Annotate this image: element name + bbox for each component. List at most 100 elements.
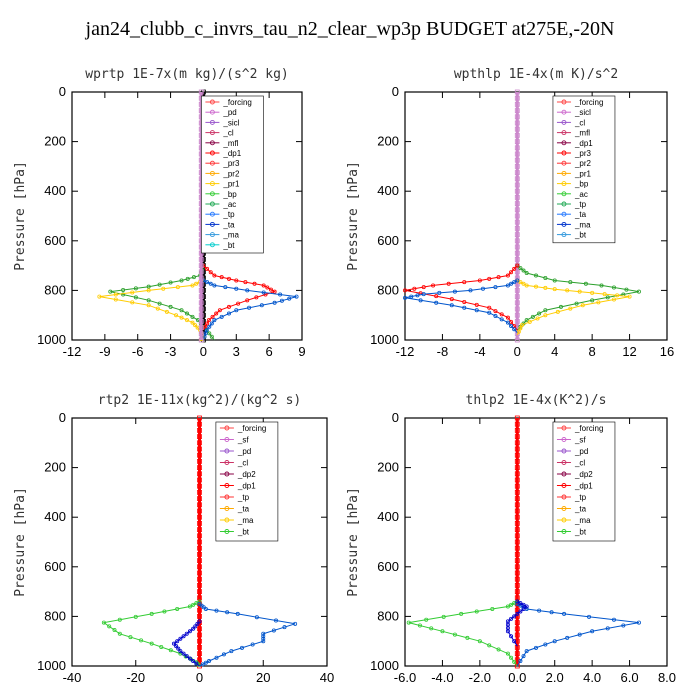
legend-marker: [561, 494, 567, 500]
data-point: [198, 89, 204, 95]
data-point: [113, 297, 118, 302]
data-point: [179, 315, 184, 320]
data-point: [505, 273, 510, 278]
data-point: [133, 286, 138, 291]
data-point: [203, 324, 208, 329]
data-point: [197, 599, 202, 604]
data-point: [514, 663, 520, 669]
data-point: [512, 327, 517, 332]
data-point: [197, 452, 202, 458]
data-point: [496, 275, 501, 280]
data-point: [615, 293, 620, 298]
y-tick-label: 0: [392, 84, 399, 99]
legend-label: _sf: [237, 436, 249, 445]
data-point: [197, 508, 202, 514]
legend-marker: [224, 471, 230, 477]
data-point: [197, 657, 202, 663]
data-point: [187, 629, 192, 634]
data-point: [487, 305, 492, 310]
x-tick-label: 0: [200, 344, 207, 359]
data-point: [534, 284, 539, 289]
y-tick-label: 1000: [37, 658, 66, 673]
data-point: [243, 280, 248, 285]
y-axis-label: Pressure [hPa]: [346, 161, 361, 271]
data-point: [191, 602, 196, 607]
data-point: [181, 634, 186, 639]
data-point: [418, 298, 423, 303]
data-point: [568, 280, 573, 285]
legend-label: _pr3: [574, 149, 592, 158]
data-point: [514, 213, 520, 219]
data-point: [514, 576, 520, 582]
data-point: [184, 311, 189, 316]
data-point: [272, 300, 277, 305]
legend-label: _pr1: [574, 169, 592, 178]
data-point: [514, 306, 520, 312]
data-point: [149, 611, 154, 616]
data-point: [205, 321, 210, 326]
data-point: [514, 182, 520, 188]
y-tick-label: 400: [377, 183, 399, 198]
series-line-pr1: [202, 265, 276, 331]
data-point: [193, 323, 198, 328]
data-point: [197, 651, 202, 656]
data-point: [424, 617, 429, 622]
legend-marker: [561, 140, 567, 146]
data-point: [524, 649, 529, 654]
data-point: [505, 320, 510, 325]
data-point: [534, 645, 539, 650]
data-point: [514, 238, 520, 244]
y-tick-label: 400: [44, 509, 66, 524]
x-tick-label: 8.0: [658, 670, 676, 685]
data-point: [223, 285, 228, 290]
data-point: [198, 281, 204, 287]
legend-marker: [561, 150, 567, 156]
data-point: [130, 290, 135, 295]
data-point: [509, 281, 514, 286]
y-tick-label: 800: [44, 282, 66, 297]
x-tick-label: -2.0: [469, 670, 491, 685]
data-point: [555, 309, 560, 314]
data-point: [117, 617, 122, 622]
data-point: [197, 576, 202, 582]
data-point: [543, 642, 548, 647]
data-point: [535, 316, 540, 321]
series-line-ac: [99, 280, 205, 341]
legend-label: _ma: [574, 516, 591, 525]
legend-marker: [561, 221, 567, 227]
data-point: [175, 285, 180, 290]
data-point: [415, 293, 420, 298]
data-point: [605, 295, 610, 300]
legend-marker: [209, 109, 215, 115]
data-point: [518, 659, 523, 664]
data-point: [527, 319, 532, 324]
data-point: [197, 483, 202, 489]
chart-panel-4: thlp2 1E-4x(K^2)/s Pressure [hPa] 0 200 400 6…: [346, 393, 676, 685]
data-point: [462, 305, 467, 310]
data-point: [514, 250, 520, 256]
data-point: [524, 271, 529, 276]
x-tick-label: 2.0: [546, 670, 564, 685]
data-point: [514, 483, 520, 489]
legend-label: _pd: [574, 447, 588, 456]
legend-label: _ma: [237, 516, 254, 525]
data-point: [514, 583, 520, 588]
data-point: [596, 300, 601, 305]
data-point: [194, 281, 199, 286]
x-tick-label: 40: [320, 670, 334, 685]
legend-label: _forcing: [222, 98, 251, 107]
data-point: [205, 266, 210, 271]
legend-marker: [209, 170, 215, 176]
data-point: [543, 285, 548, 290]
data-point: [493, 285, 498, 290]
data-point: [496, 647, 501, 652]
data-point: [271, 628, 276, 633]
data-point: [130, 300, 135, 305]
data-point: [514, 502, 520, 508]
data-point: [480, 286, 485, 291]
data-point: [516, 329, 521, 334]
data-point: [235, 611, 240, 616]
data-point: [605, 626, 610, 631]
data-point: [212, 318, 217, 323]
data-point: [184, 631, 189, 636]
